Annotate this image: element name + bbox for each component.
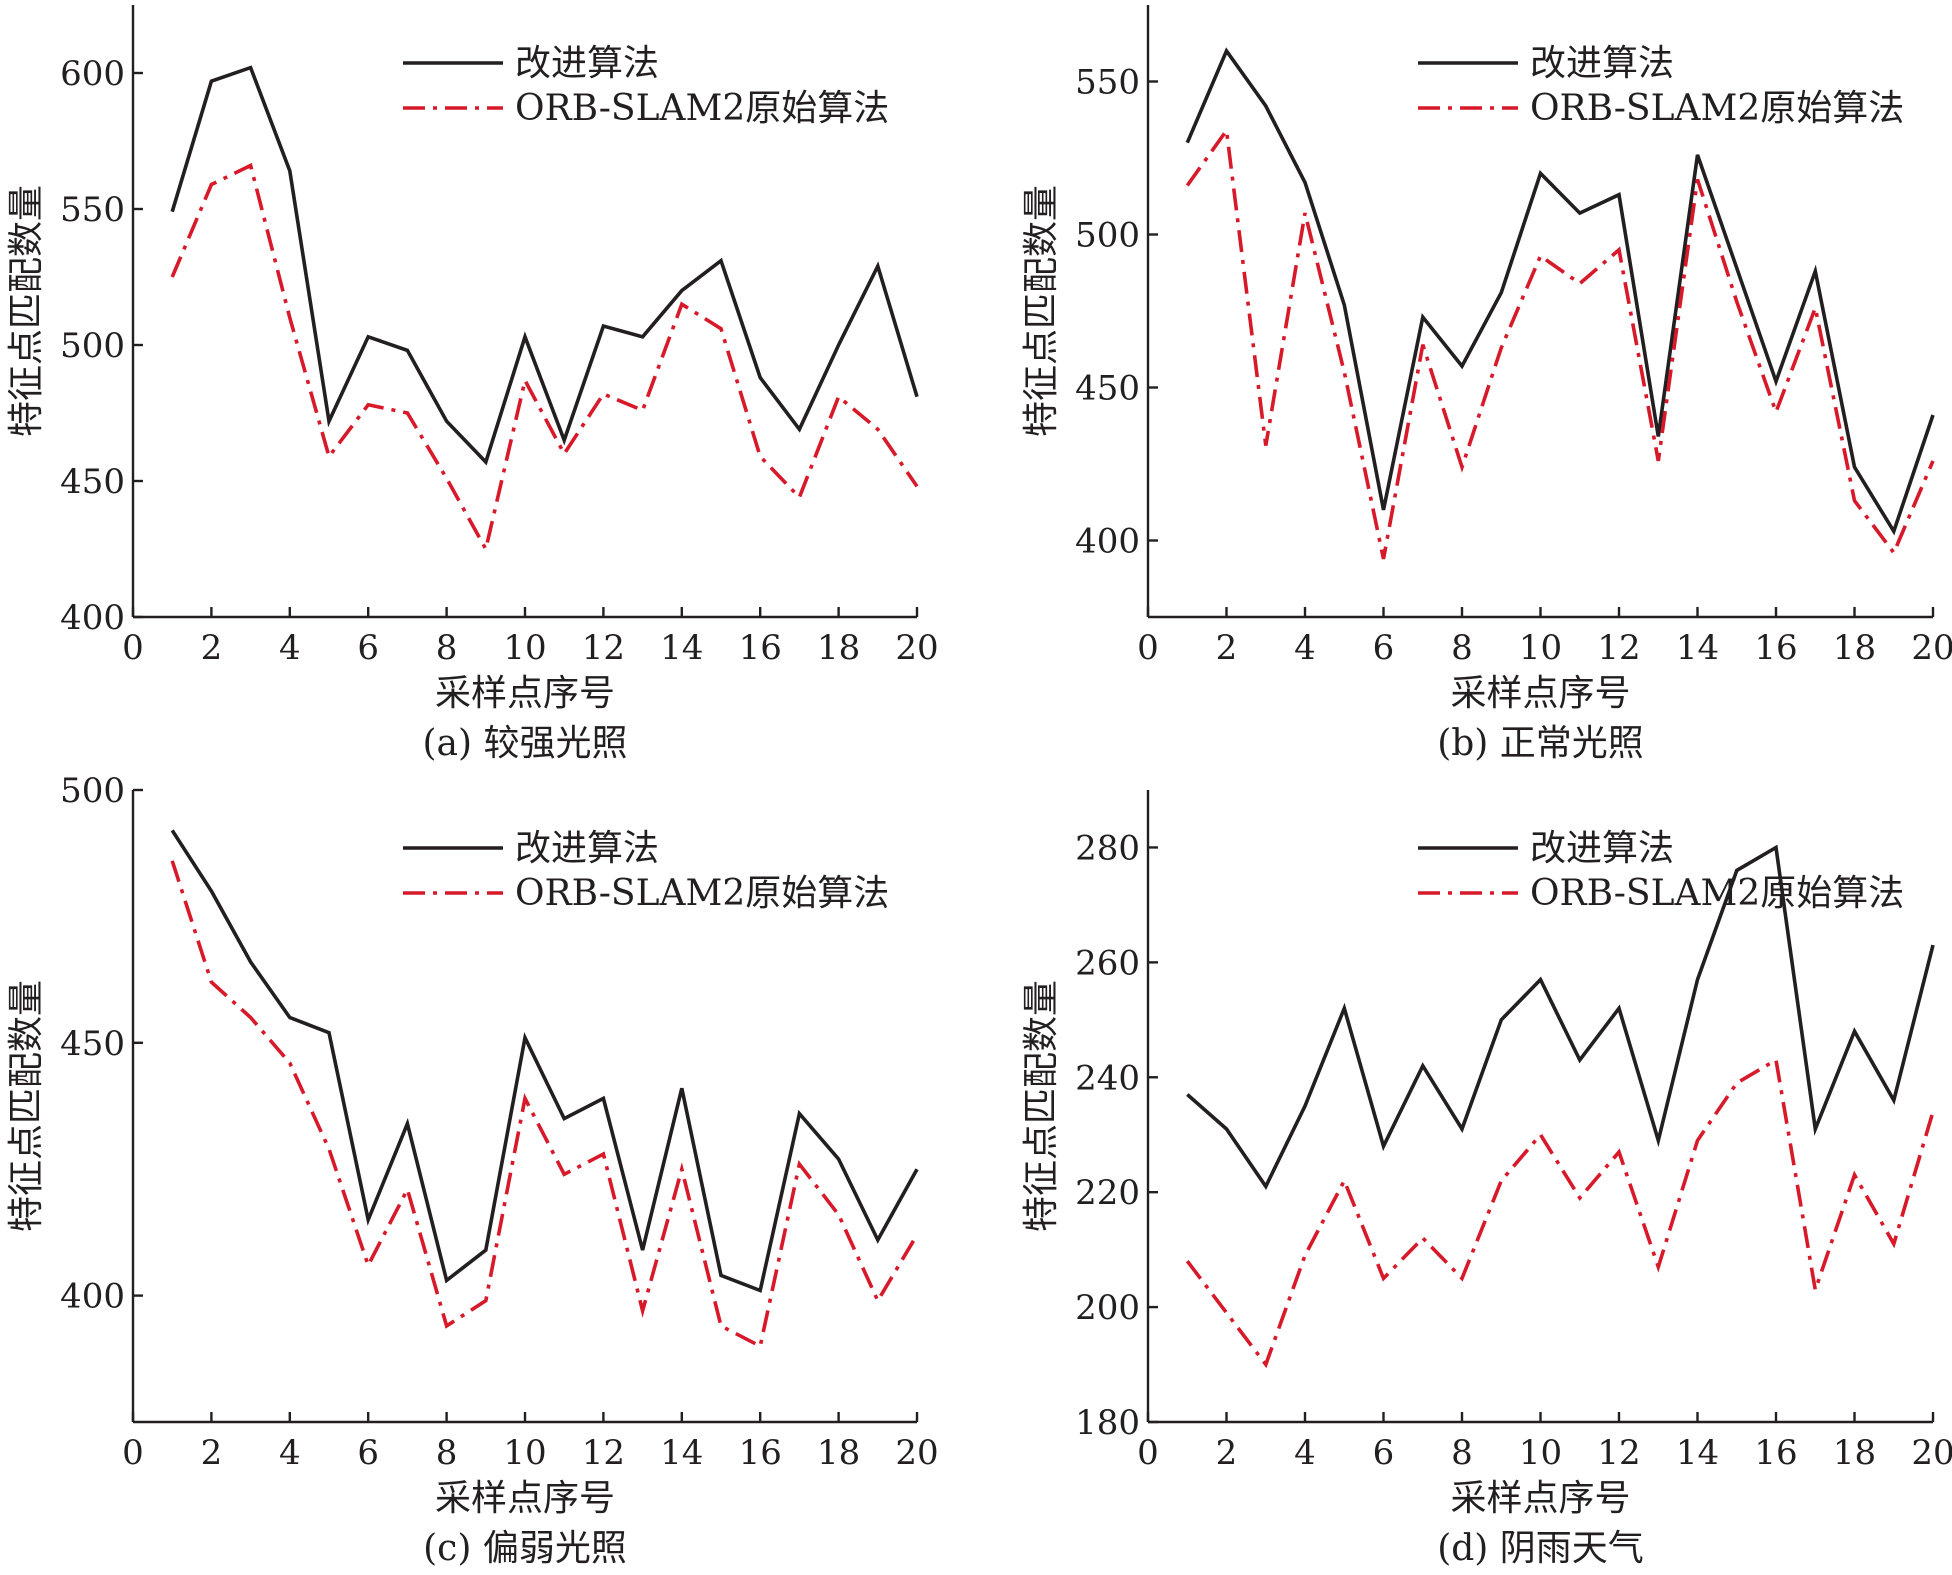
x-tick-label: 2 bbox=[1216, 1433, 1238, 1473]
x-tick-label: 0 bbox=[1137, 1433, 1159, 1473]
y-axis-title: 特征点匹配数量 bbox=[1021, 185, 1062, 437]
y-tick-label: 260 bbox=[1075, 943, 1140, 983]
x-tick-label: 8 bbox=[1451, 1433, 1473, 1473]
x-tick-label: 18 bbox=[1833, 628, 1876, 668]
x-tick-label: 20 bbox=[895, 1433, 938, 1473]
x-tick-label: 4 bbox=[1294, 628, 1316, 668]
chart-caption: (a) 较强光照 bbox=[423, 723, 628, 764]
chart-panel-4: 0 2 4 6 8 10 12 14 16 18 20 180 200 220 240 260 280 采样点序号… bbox=[1021, 790, 1952, 1569]
x-tick-label: 14 bbox=[1676, 628, 1719, 668]
y-tick-label: 200 bbox=[1075, 1288, 1140, 1328]
x-tick-label: 12 bbox=[1597, 1433, 1640, 1473]
x-axis-title: 采样点序号 bbox=[1450, 673, 1630, 714]
x-tick-label: 14 bbox=[660, 628, 703, 668]
x-tick-label: 0 bbox=[1137, 628, 1159, 668]
x-tick-label: 14 bbox=[660, 1433, 703, 1473]
x-tick-label: 16 bbox=[1754, 628, 1797, 668]
x-tick-label: 18 bbox=[817, 1433, 860, 1473]
y-tick-label: 450 bbox=[1075, 369, 1140, 409]
x-tick-label: 12 bbox=[582, 628, 625, 668]
chart-panel-2: 0 2 4 6 8 10 12 14 16 18 20 400 450 500 550 采样点序号 特征点匹配数… bbox=[1021, 5, 1952, 764]
chart-panel-3: 0 2 4 6 8 10 12 14 16 18 20 400 450 500 采样点序号 特征点匹配数量 (c… bbox=[6, 771, 939, 1569]
x-tick-label: 8 bbox=[1451, 628, 1473, 668]
y-tick-label: 600 bbox=[60, 54, 125, 94]
series-line-improved bbox=[170, 829, 919, 1293]
y-axis-title: 特征点匹配数量 bbox=[6, 185, 47, 437]
x-tick-label: 2 bbox=[1216, 628, 1238, 668]
x-tick-label: 10 bbox=[503, 628, 546, 668]
x-tick-label: 4 bbox=[1294, 1433, 1316, 1473]
x-tick-label: 18 bbox=[817, 628, 860, 668]
y-tick-label: 400 bbox=[60, 1277, 125, 1317]
legend-label-original: ORB-SLAM2原始算法 bbox=[515, 873, 889, 914]
legend-label-improved: 改进算法 bbox=[1530, 828, 1674, 869]
x-tick-label: 16 bbox=[1754, 1433, 1797, 1473]
y-axis-title: 特征点匹配数量 bbox=[1021, 980, 1062, 1232]
y-tick-label: 450 bbox=[60, 1024, 125, 1064]
x-tick-label: 0 bbox=[122, 1433, 144, 1473]
series-line-improved bbox=[1186, 844, 1935, 1190]
x-axis-title: 采样点序号 bbox=[1450, 1478, 1630, 1519]
x-tick-label: 20 bbox=[1911, 1433, 1952, 1473]
x-tick-label: 2 bbox=[201, 1433, 223, 1473]
y-tick-label: 500 bbox=[60, 326, 125, 366]
x-tick-label: 6 bbox=[357, 628, 379, 668]
y-tick-label: 500 bbox=[1075, 216, 1140, 256]
series-line-original bbox=[170, 162, 919, 554]
x-tick-label: 20 bbox=[895, 628, 938, 668]
legend-label-improved: 改进算法 bbox=[515, 43, 659, 84]
x-tick-label: 6 bbox=[1373, 628, 1395, 668]
legend-label-original: ORB-SLAM2原始算法 bbox=[1530, 873, 1904, 914]
x-tick-label: 16 bbox=[739, 1433, 782, 1473]
series-line-original bbox=[1185, 1057, 1935, 1369]
series-line-original bbox=[170, 860, 919, 1349]
x-tick-label: 4 bbox=[279, 628, 301, 668]
x-tick-label: 8 bbox=[436, 628, 458, 668]
x-tick-label: 2 bbox=[201, 628, 223, 668]
legend-label-original: ORB-SLAM2原始算法 bbox=[515, 88, 889, 129]
x-tick-label: 12 bbox=[1597, 628, 1640, 668]
x-tick-label: 8 bbox=[436, 1433, 458, 1473]
legend-label-improved: 改进算法 bbox=[1530, 43, 1674, 84]
chart-caption: (d) 阴雨天气 bbox=[1437, 1528, 1644, 1569]
x-tick-label: 18 bbox=[1833, 1433, 1876, 1473]
y-tick-label: 400 bbox=[60, 598, 125, 638]
x-axis-title: 采样点序号 bbox=[435, 1478, 615, 1519]
y-tick-label: 220 bbox=[1075, 1173, 1140, 1213]
y-tick-label: 550 bbox=[1075, 63, 1140, 103]
y-tick-label: 550 bbox=[60, 190, 125, 230]
y-tick-label: 500 bbox=[60, 771, 125, 811]
x-tick-label: 10 bbox=[503, 1433, 546, 1473]
chart-panel-1: 0 2 4 6 8 10 12 14 16 18 20 400 450 500 550 600 采样点序号 特征点… bbox=[6, 5, 939, 764]
y-tick-label: 400 bbox=[1075, 522, 1140, 562]
x-tick-label: 10 bbox=[1519, 1433, 1562, 1473]
series-line-original bbox=[1185, 125, 1935, 560]
x-tick-label: 16 bbox=[739, 628, 782, 668]
series-line-improved bbox=[1185, 47, 1935, 536]
chart-caption: (c) 偏弱光照 bbox=[423, 1528, 627, 1569]
y-tick-label: 180 bbox=[1075, 1403, 1140, 1443]
x-tick-label: 6 bbox=[1373, 1433, 1395, 1473]
chart-caption: (b) 正常光照 bbox=[1437, 723, 1644, 764]
y-axis-title: 特征点匹配数量 bbox=[6, 980, 47, 1232]
x-tick-label: 12 bbox=[582, 1433, 625, 1473]
y-tick-label: 240 bbox=[1075, 1058, 1140, 1098]
x-tick-label: 20 bbox=[1911, 628, 1952, 668]
legend-label-original: ORB-SLAM2原始算法 bbox=[1530, 88, 1904, 129]
x-tick-label: 0 bbox=[122, 628, 144, 668]
x-tick-label: 6 bbox=[357, 1433, 379, 1473]
x-axis-title: 采样点序号 bbox=[435, 673, 615, 714]
x-tick-label: 4 bbox=[279, 1433, 301, 1473]
legend-label-improved: 改进算法 bbox=[515, 828, 659, 869]
x-tick-label: 10 bbox=[1519, 628, 1562, 668]
x-tick-label: 14 bbox=[1676, 1433, 1719, 1473]
y-tick-label: 280 bbox=[1075, 828, 1140, 868]
y-tick-label: 450 bbox=[60, 462, 125, 502]
series-line-improved bbox=[170, 65, 919, 466]
